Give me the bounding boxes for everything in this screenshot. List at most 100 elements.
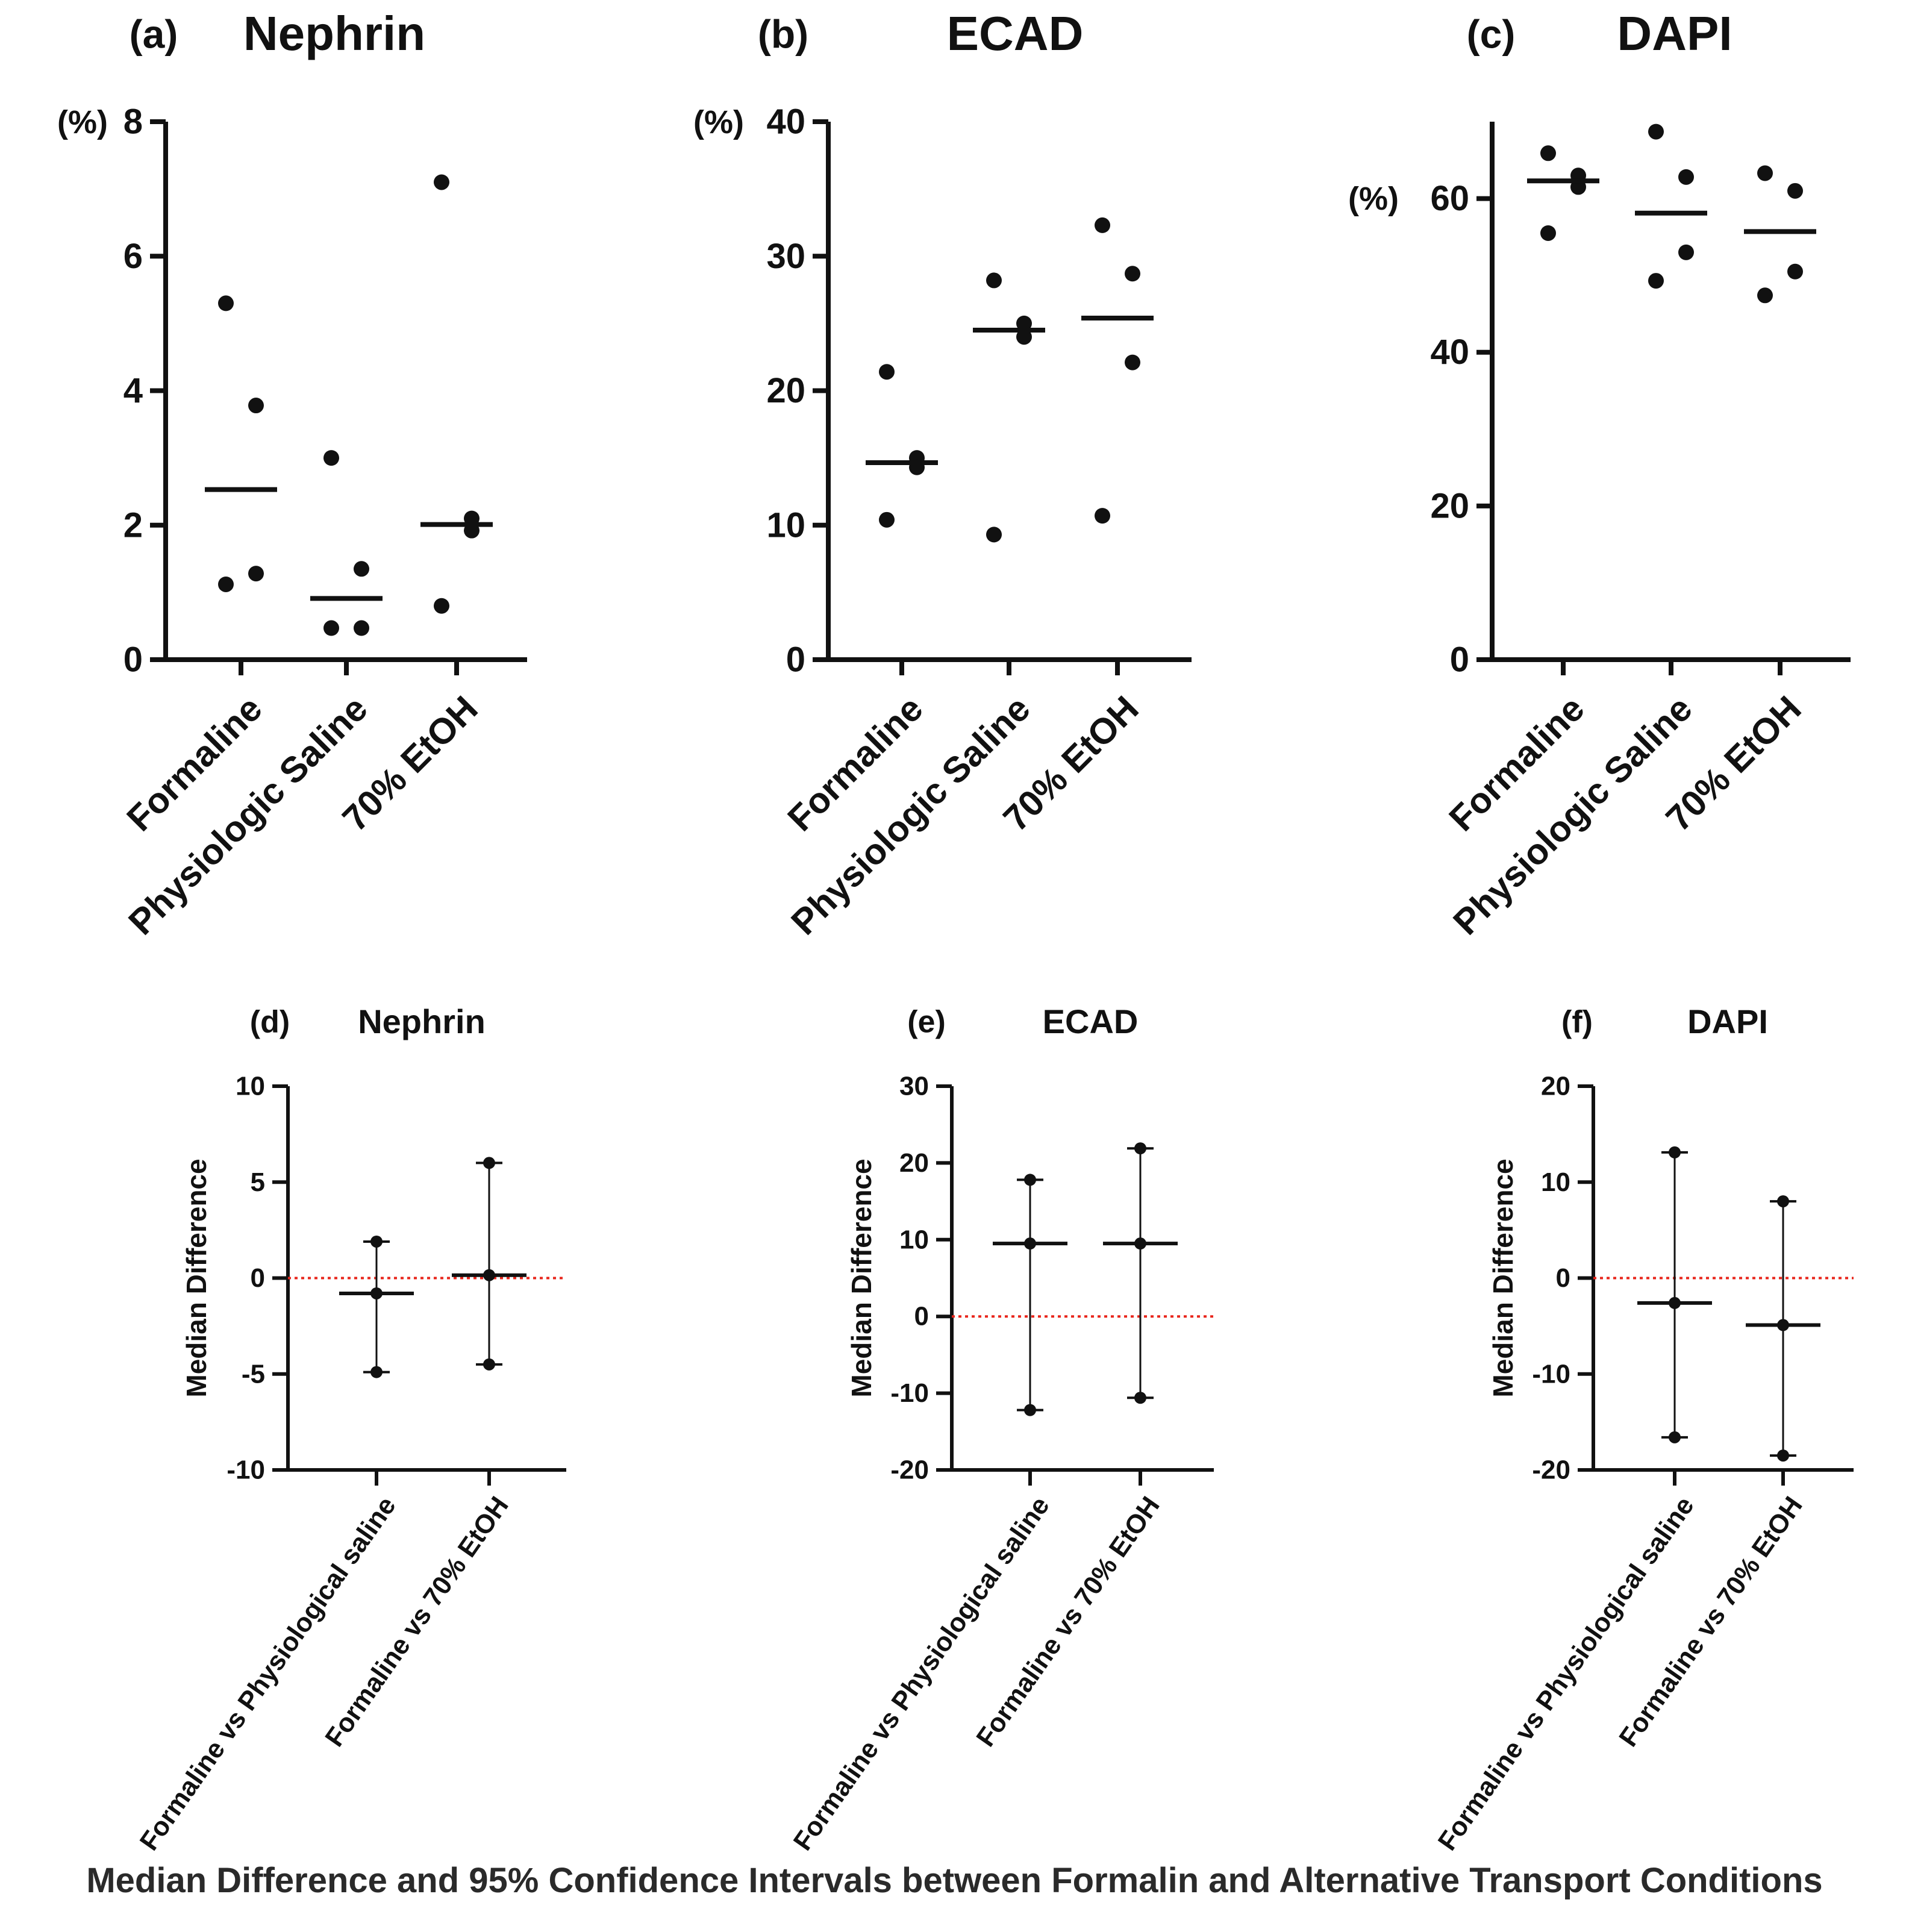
panel-e-y-tick-label: -10 xyxy=(890,1378,929,1408)
panel-b-data-point xyxy=(879,511,895,528)
panel-c-data-point xyxy=(1757,165,1773,181)
panel-e-estimate-point xyxy=(1024,1237,1036,1250)
panel-a-y-tick-label: 2 xyxy=(123,505,143,545)
panel-e-ci-upper-point xyxy=(1024,1174,1036,1186)
panel-c-data-point xyxy=(1678,169,1694,185)
panel-d-y-tick-label: 5 xyxy=(251,1168,265,1197)
panel-b-data-point xyxy=(1016,315,1032,331)
panel-b-data-point xyxy=(1125,354,1140,370)
panel-a-data-point xyxy=(218,295,234,311)
panel-a-data-point xyxy=(218,576,234,592)
panel-f-estimate-point xyxy=(1777,1319,1789,1331)
panel-c-data-point xyxy=(1540,145,1556,161)
panel-f-y-tick-label: -20 xyxy=(1532,1455,1570,1485)
panel-e-title: ECAD xyxy=(1043,1002,1139,1040)
panel-c-data-point xyxy=(1757,287,1773,304)
panel-e-ci-lower-point xyxy=(1134,1392,1146,1404)
panel-c-unit-label: (%) xyxy=(1348,181,1399,217)
panel-a-y-tick-label: 0 xyxy=(123,640,143,680)
panel-c-data-point xyxy=(1648,273,1664,289)
panel-a-data-point xyxy=(434,174,449,190)
panel-f-y-tick-label: 0 xyxy=(1556,1263,1570,1293)
panel-a-unit-label: (%) xyxy=(57,104,108,140)
panel-a-y-tick-label: 4 xyxy=(123,371,143,410)
panel-f-estimate-point xyxy=(1669,1296,1681,1309)
panel-d-y-tick-label: 10 xyxy=(236,1072,265,1101)
panel-c-data-point xyxy=(1648,123,1664,140)
panel-a-data-point xyxy=(323,620,339,636)
panel-e-label: (e) xyxy=(907,1005,946,1040)
panel-d-label: (d) xyxy=(250,1005,290,1040)
panel-a-label: (a) xyxy=(130,11,178,56)
panel-a-data-point xyxy=(248,398,264,414)
panel-d-title: Nephrin xyxy=(358,1002,486,1040)
panel-d-estimate-point xyxy=(483,1269,495,1281)
panel-e-ci-lower-point xyxy=(1024,1404,1036,1416)
panel-b-data-point xyxy=(1125,266,1140,282)
panel-c-data-point xyxy=(1540,225,1556,241)
panel-e-estimate-point xyxy=(1134,1237,1146,1250)
panel-e-y-axis-title: Median Difference xyxy=(846,1158,877,1397)
panel-d-ci-upper-point xyxy=(483,1157,495,1169)
panel-c-y-tick-label: 20 xyxy=(1430,486,1469,525)
panel-e-ci-upper-point xyxy=(1134,1142,1146,1155)
panel-e-y-tick-label: 0 xyxy=(914,1302,929,1331)
panel-d-y-axis-title: Median Difference xyxy=(181,1158,212,1397)
panel-f-ci-upper-point xyxy=(1777,1195,1789,1208)
panel-f-ci-lower-point xyxy=(1777,1449,1789,1462)
panel-c-data-point xyxy=(1787,183,1803,199)
panel-d-estimate-point xyxy=(370,1287,383,1299)
panel-f-y-axis-title: Median Difference xyxy=(1487,1158,1519,1397)
panel-b-y-tick-label: 10 xyxy=(766,505,805,545)
panel-b-unit-label: (%) xyxy=(693,104,744,140)
panel-b-data-point xyxy=(879,364,895,380)
panel-b-y-tick-label: 40 xyxy=(766,102,805,142)
panel-b-data-point xyxy=(1095,217,1110,233)
panel-a-y-tick-label: 6 xyxy=(123,237,143,276)
panel-e-category-label: Formaline vs 70% EtOH xyxy=(970,1492,1165,1752)
panel-b-y-tick-label: 30 xyxy=(766,237,805,276)
panel-e-y-tick-label: 10 xyxy=(899,1225,929,1254)
panel-b-data-point xyxy=(986,272,1002,289)
panel-b-y-tick-label: 0 xyxy=(786,640,805,680)
panel-a-data-point xyxy=(354,620,369,636)
panel-f-ci-upper-point xyxy=(1669,1146,1681,1158)
panel-c-y-tick-label: 40 xyxy=(1430,333,1469,372)
panel-f-label: (f) xyxy=(1561,1005,1593,1040)
panel-c-data-point xyxy=(1678,244,1694,260)
panel-b-y-tick-label: 20 xyxy=(766,371,805,410)
panel-d-ci-lower-point xyxy=(370,1366,383,1378)
panel-a-data-point xyxy=(434,598,449,614)
panel-b-label: (b) xyxy=(758,11,808,56)
panel-c-y-tick-label: 0 xyxy=(1450,640,1469,680)
panel-d-category-label: Formaline vs 70% EtOH xyxy=(319,1492,514,1752)
panel-b-title: ECAD xyxy=(947,7,1084,60)
figure-caption: Median Difference and 95% Confidence Int… xyxy=(86,1861,1823,1900)
panel-c-title: DAPI xyxy=(1617,7,1732,60)
panel-f-title: DAPI xyxy=(1687,1002,1768,1040)
panel-e-y-tick-label: 30 xyxy=(899,1072,929,1101)
panel-d-y-tick-label: -10 xyxy=(227,1455,265,1485)
panel-b-data-point xyxy=(1095,508,1110,524)
panel-a-y-tick-label: 8 xyxy=(123,102,143,142)
panel-f-y-tick-label: 10 xyxy=(1541,1168,1570,1197)
panel-f-ci-lower-point xyxy=(1669,1431,1681,1443)
panel-b-data-point xyxy=(1016,329,1032,345)
panel-f-y-tick-label: 20 xyxy=(1541,1072,1570,1101)
panel-a-data-point xyxy=(248,566,264,582)
panel-e-y-tick-label: 20 xyxy=(899,1148,929,1178)
panel-d-ci-upper-point xyxy=(370,1235,383,1248)
panel-c-label: (c) xyxy=(1467,11,1516,56)
panel-a-data-point xyxy=(323,450,339,466)
panel-c-y-tick-label: 60 xyxy=(1430,179,1469,218)
panel-b-data-point xyxy=(986,527,1002,543)
panel-d-y-tick-label: -5 xyxy=(242,1359,265,1389)
panel-c-data-point xyxy=(1787,263,1803,280)
panel-e-y-tick-label: -20 xyxy=(890,1455,929,1485)
panel-d-ci-lower-point xyxy=(483,1358,495,1371)
panel-a-data-point xyxy=(354,561,369,577)
panel-f-category-label: Formaline vs 70% EtOH xyxy=(1613,1492,1808,1752)
panel-a-title: Nephrin xyxy=(243,7,425,60)
panel-d-y-tick-label: 0 xyxy=(251,1263,265,1293)
